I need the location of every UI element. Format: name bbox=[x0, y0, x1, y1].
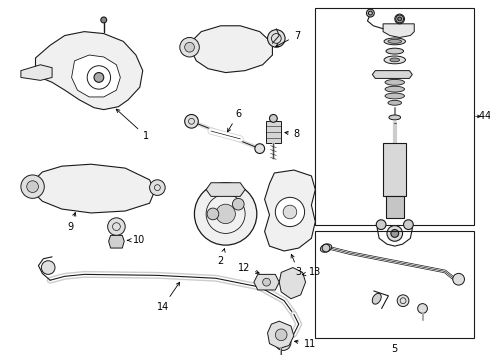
Circle shape bbox=[275, 197, 305, 226]
Text: 11: 11 bbox=[294, 339, 316, 348]
Circle shape bbox=[263, 278, 270, 286]
Circle shape bbox=[283, 205, 297, 219]
Ellipse shape bbox=[372, 293, 381, 304]
Text: 6: 6 bbox=[227, 108, 242, 132]
Polygon shape bbox=[254, 274, 279, 290]
Ellipse shape bbox=[384, 38, 406, 45]
Circle shape bbox=[232, 198, 244, 210]
Circle shape bbox=[376, 220, 386, 230]
Ellipse shape bbox=[386, 48, 404, 54]
Circle shape bbox=[21, 175, 44, 198]
Circle shape bbox=[270, 114, 277, 122]
Circle shape bbox=[268, 30, 285, 47]
Polygon shape bbox=[383, 24, 414, 37]
Circle shape bbox=[27, 181, 38, 193]
Polygon shape bbox=[192, 26, 272, 73]
Bar bbox=[383, 143, 407, 197]
Polygon shape bbox=[206, 183, 245, 197]
Circle shape bbox=[275, 335, 291, 350]
Text: 2: 2 bbox=[218, 249, 225, 266]
Polygon shape bbox=[35, 32, 143, 109]
Polygon shape bbox=[109, 235, 124, 248]
Text: 4: 4 bbox=[485, 112, 490, 121]
Polygon shape bbox=[33, 164, 154, 213]
Circle shape bbox=[185, 42, 195, 52]
Text: 9: 9 bbox=[68, 213, 76, 231]
Bar bbox=[386, 197, 404, 218]
Polygon shape bbox=[265, 170, 315, 251]
Bar bbox=[315, 8, 474, 225]
Circle shape bbox=[367, 9, 374, 17]
Circle shape bbox=[322, 244, 330, 252]
Text: 3: 3 bbox=[291, 255, 302, 278]
Circle shape bbox=[207, 208, 219, 220]
Circle shape bbox=[397, 295, 409, 307]
Circle shape bbox=[216, 204, 235, 224]
Circle shape bbox=[275, 329, 287, 341]
Circle shape bbox=[101, 17, 107, 23]
Ellipse shape bbox=[384, 56, 406, 64]
Ellipse shape bbox=[320, 244, 332, 252]
Text: 7: 7 bbox=[276, 31, 300, 46]
Circle shape bbox=[398, 17, 402, 21]
Circle shape bbox=[41, 261, 55, 274]
Text: 14: 14 bbox=[157, 282, 180, 311]
Ellipse shape bbox=[390, 58, 400, 62]
Ellipse shape bbox=[385, 80, 405, 85]
Text: 10: 10 bbox=[127, 235, 145, 245]
Circle shape bbox=[255, 144, 265, 153]
Polygon shape bbox=[372, 71, 412, 78]
Text: 8: 8 bbox=[285, 129, 300, 139]
Polygon shape bbox=[268, 321, 294, 348]
Ellipse shape bbox=[388, 40, 402, 43]
Polygon shape bbox=[72, 55, 121, 97]
Circle shape bbox=[404, 220, 413, 230]
Circle shape bbox=[417, 303, 427, 313]
Circle shape bbox=[94, 73, 104, 82]
Circle shape bbox=[149, 180, 165, 195]
Ellipse shape bbox=[388, 100, 402, 105]
Text: 1: 1 bbox=[116, 109, 149, 141]
Circle shape bbox=[396, 15, 404, 23]
Circle shape bbox=[453, 273, 465, 285]
Circle shape bbox=[195, 183, 257, 245]
Bar bbox=[315, 230, 474, 338]
Polygon shape bbox=[279, 267, 306, 299]
Circle shape bbox=[185, 114, 198, 128]
Polygon shape bbox=[21, 65, 52, 80]
Bar bbox=[266, 121, 281, 143]
Text: 4: 4 bbox=[478, 112, 484, 121]
Text: 12: 12 bbox=[238, 262, 259, 274]
Text: 13: 13 bbox=[302, 267, 321, 278]
Circle shape bbox=[180, 37, 199, 57]
Ellipse shape bbox=[385, 86, 405, 92]
Circle shape bbox=[391, 230, 399, 237]
Ellipse shape bbox=[389, 115, 401, 120]
Text: 5: 5 bbox=[392, 345, 398, 355]
Ellipse shape bbox=[385, 93, 405, 99]
Circle shape bbox=[108, 218, 125, 235]
Circle shape bbox=[387, 226, 403, 241]
